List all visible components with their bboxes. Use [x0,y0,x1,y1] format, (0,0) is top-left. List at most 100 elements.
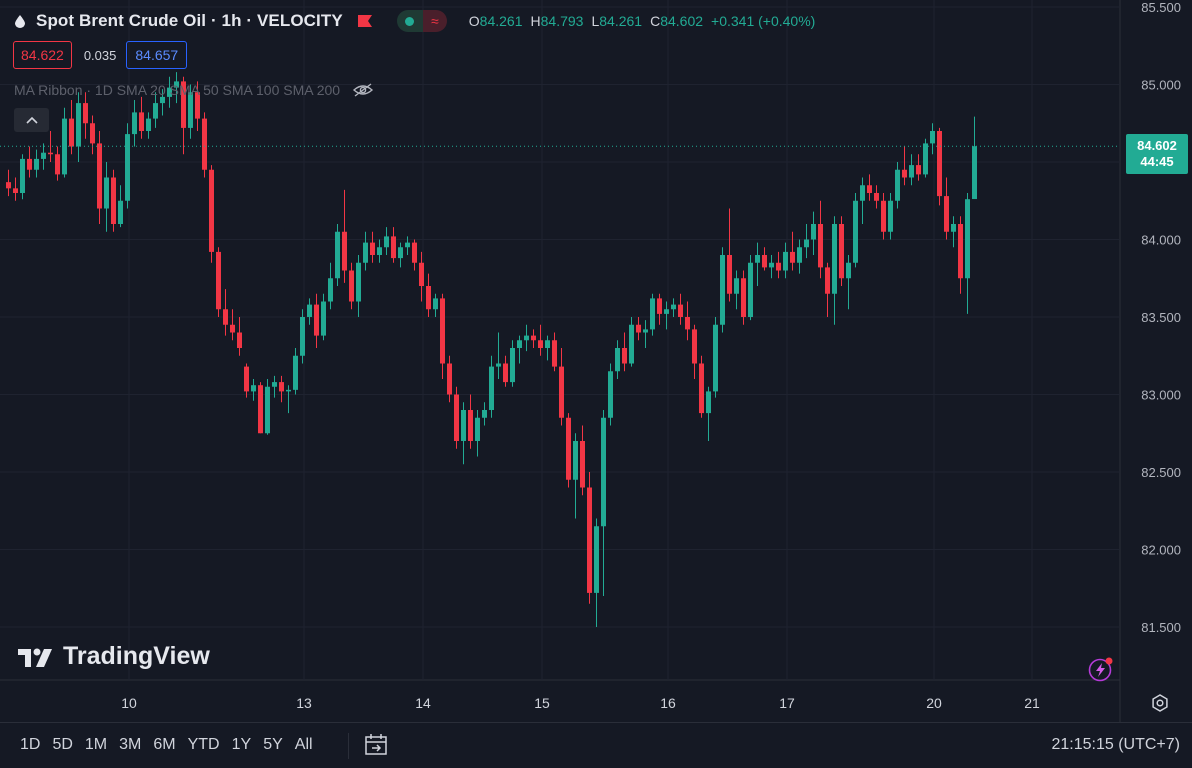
candle-body [615,348,620,372]
candle [377,239,382,263]
candle-body [475,417,480,441]
lightning-icon[interactable] [1088,656,1114,682]
y-tick-label: 82.000 [1141,543,1181,558]
candle-body [860,185,865,201]
candle-body [692,329,697,364]
bar-countdown: 44:45 [1140,154,1174,170]
candle [909,154,914,186]
candle [965,193,970,314]
range-button-5y[interactable]: 5Y [263,736,283,753]
candle-body [629,324,634,364]
candle [356,255,361,317]
candle-body [587,487,592,593]
range-button-3m[interactable]: 3M [119,736,142,753]
indicator-legend[interactable]: MA Ribbon · 1D SMA 20 SMA 50 SMA 100 SMA… [14,82,374,98]
candle-body [650,298,655,330]
candle [601,410,606,596]
sell-button[interactable]: 84.622 [13,41,72,69]
candle-body [139,112,144,131]
range-button-5d[interactable]: 5D [52,736,73,753]
close-key: C [650,13,661,29]
candle-body [20,158,25,193]
ma-ribbon-label[interactable]: MA Ribbon · 1D SMA 20 SMA 50 SMA 100 SMA… [14,82,341,98]
range-button-all[interactable]: All [294,736,313,753]
candle-body [461,410,466,441]
candle [853,193,858,268]
range-button-6m[interactable]: 6M [153,736,176,753]
candle-body [503,363,508,383]
candle [615,340,620,379]
candle [713,317,718,398]
candle-body [132,112,137,135]
y-tick-label: 82.500 [1141,465,1181,480]
candle-body [972,146,977,200]
buy-button[interactable]: 84.657 [126,41,188,69]
x-tick-label: 17 [779,695,795,711]
market-open-status[interactable] [396,10,423,32]
tilde-icon[interactable]: ≈ [422,10,447,32]
candle [195,81,200,131]
candle-body [636,324,641,333]
candle [972,116,977,200]
candle [391,227,396,263]
x-tick-label: 13 [296,695,312,711]
candle-body [104,177,109,209]
candle-body [468,410,473,441]
candle-body [755,255,760,263]
candle-body [762,255,767,268]
candle-body [293,355,298,390]
candle-body [706,391,711,414]
candle-body [790,251,795,263]
candle-body [853,200,858,263]
candle-body [167,87,172,97]
candle-body [216,251,221,310]
range-button-1y[interactable]: 1Y [231,736,252,753]
candle [720,247,725,333]
candle-body [349,270,354,302]
candles [0,72,1120,627]
range-button-ytd[interactable]: YTD [187,736,220,753]
candle-body [356,262,361,302]
candle-body [237,332,242,348]
candle [538,324,543,356]
candle [531,329,536,348]
candle [461,402,466,465]
candle [419,251,424,302]
candle [20,154,25,200]
goto-date-icon[interactable] [364,733,390,757]
candle [132,100,137,147]
range-button-1d[interactable]: 1D [20,736,41,753]
symbol-title[interactable]: Spot Brent Crude Oil · 1h · VELOCITY [36,11,343,30]
clock-timezone[interactable]: 21:15:15 (UTC+7) [1051,736,1180,753]
range-button-1m[interactable]: 1M [84,736,108,753]
time-axis[interactable]: 10 13 14 15 16 17 20 21 [121,695,1040,711]
candle-body [209,169,214,252]
price-chart[interactable]: 85.50085.00084.50084.00083.50083.00082.5… [0,0,1192,722]
last-price-value: 84.602 [1137,138,1177,154]
candle [895,162,900,209]
gear-icon[interactable] [1150,693,1170,713]
ohlc-values: O84.261 H84.793 L84.261 C84.602 +0.341 (… [469,13,816,29]
candle [97,131,102,224]
price-axis[interactable]: 85.50085.00084.50084.00083.50083.00082.5… [1141,0,1181,635]
candle-body [797,247,802,263]
open-key: O [468,13,480,29]
candle-body [559,366,564,418]
candle-body [923,143,928,175]
indicator-pill[interactable]: ≈ [396,10,447,32]
candle [818,200,823,279]
collapse-legend-button[interactable] [14,108,49,132]
candle-body [937,131,942,197]
candle-body [944,196,949,232]
candle-body [664,309,669,314]
candle-body [916,165,921,175]
low-value: 84.261 [599,13,643,29]
flag-icon[interactable] [357,14,373,28]
candle [587,472,592,604]
candle-body [83,103,88,124]
candle-body [174,81,179,88]
candle-body [90,123,95,144]
candle [447,355,452,403]
eye-hidden-icon[interactable] [352,82,374,98]
